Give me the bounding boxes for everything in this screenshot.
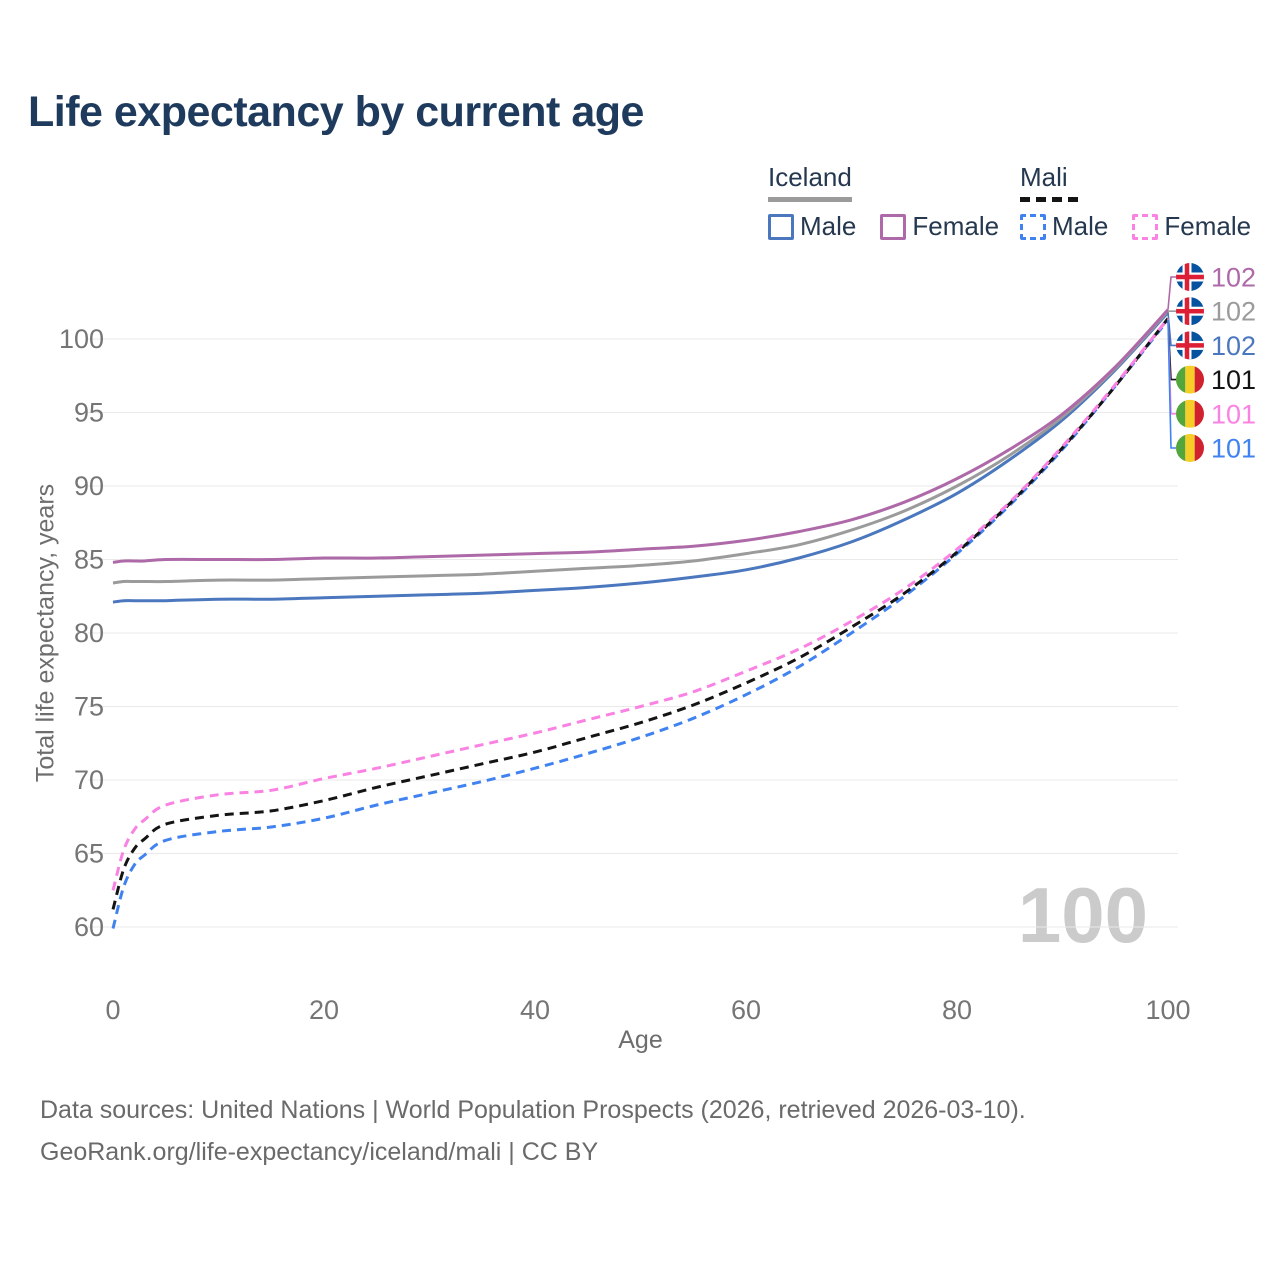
y-tick-label-95: 95 xyxy=(74,398,104,428)
x-tick-label-60: 60 xyxy=(731,995,761,1025)
end-label-value-iceland-male: 102 xyxy=(1211,331,1256,361)
legend-country-iceland: Iceland xyxy=(768,162,852,192)
legend-item-label: Male xyxy=(1052,211,1109,241)
footer-attribution: GeoRank.org/life-expectancy/iceland/mali… xyxy=(40,1138,599,1166)
x-tick-label-100: 100 xyxy=(1145,995,1190,1025)
x-tick-label-0: 0 xyxy=(105,995,120,1025)
y-tick-label-90: 90 xyxy=(74,471,104,501)
legend-item-label: Female xyxy=(1164,211,1252,241)
footer: Data sources: United Nations | World Pop… xyxy=(40,1096,1026,1180)
legend-item-label: Female xyxy=(912,211,1000,241)
legend-item-mali-male[interactable]: Male xyxy=(1020,211,1108,242)
x-tick-label-40: 40 xyxy=(520,995,550,1025)
legend-swatch-dashed xyxy=(1132,213,1159,240)
end-label-value-mali-female: 101 xyxy=(1211,399,1256,429)
footer-data-sources: Data sources: United Nations | World Pop… xyxy=(40,1096,1026,1124)
series-line-iceland-male[interactable] xyxy=(112,311,1170,604)
y-tick-label-60: 60 xyxy=(74,912,104,942)
end-label-value-mali-male: 101 xyxy=(1211,434,1256,464)
end-label-value-mali-both: 101 xyxy=(1211,365,1256,395)
y-tick-label-75: 75 xyxy=(74,692,104,722)
legend-item-iceland-female[interactable]: Female xyxy=(880,211,999,242)
legend-item-mali-female[interactable]: Female xyxy=(1132,211,1251,242)
mali-flag-icon xyxy=(1176,365,1204,394)
legend-swatch-solid xyxy=(880,213,907,240)
age-watermark: 100 xyxy=(1017,871,1148,959)
x-tick-label-20: 20 xyxy=(309,995,339,1025)
mali-flag-icon xyxy=(1176,434,1204,462)
legend-underline-mali xyxy=(1020,197,1078,202)
y-tick-label-80: 80 xyxy=(74,618,104,648)
legend-item-label: Male xyxy=(800,211,857,241)
iceland-flag-icon xyxy=(1176,263,1204,291)
y-tick-label-85: 85 xyxy=(74,545,104,575)
x-tick-label-80: 80 xyxy=(942,995,972,1025)
end-label-connector xyxy=(1167,276,1176,310)
iceland-flag-icon xyxy=(1176,297,1204,326)
series-line-iceland-female[interactable] xyxy=(112,308,1170,564)
legend-country-mali: Mali xyxy=(1020,162,1068,192)
legend-group-iceland: Iceland Male Female xyxy=(768,162,1023,242)
x-axis-title: Age xyxy=(618,1026,663,1054)
end-label-value-iceland-both: 102 xyxy=(1211,297,1256,327)
end-label-connector xyxy=(1167,319,1176,449)
legend-underline-iceland xyxy=(768,197,852,202)
mali-flag-icon xyxy=(1176,399,1204,428)
series-line-iceland-both[interactable] xyxy=(112,310,1170,585)
end-label-value-iceland-female: 102 xyxy=(1211,263,1256,293)
legend-item-iceland-male[interactable]: Male xyxy=(768,211,856,242)
y-tick-label-100: 100 xyxy=(59,324,104,354)
series-line-mali-female[interactable] xyxy=(111,317,1170,891)
page-title: Life expectancy by current age xyxy=(28,88,644,136)
series-line-mali-both[interactable] xyxy=(111,317,1170,910)
legend-group-mali: Mali Male Female xyxy=(1020,162,1275,242)
y-axis-title: Total life expectancy, years xyxy=(31,483,60,783)
legend-swatch-solid xyxy=(768,213,794,240)
series-line-mali-male[interactable] xyxy=(111,318,1170,929)
legend-swatch-dashed xyxy=(1020,213,1046,240)
y-tick-label-70: 70 xyxy=(74,765,104,795)
y-tick-label-65: 65 xyxy=(74,839,104,869)
iceland-flag-icon xyxy=(1176,331,1204,360)
